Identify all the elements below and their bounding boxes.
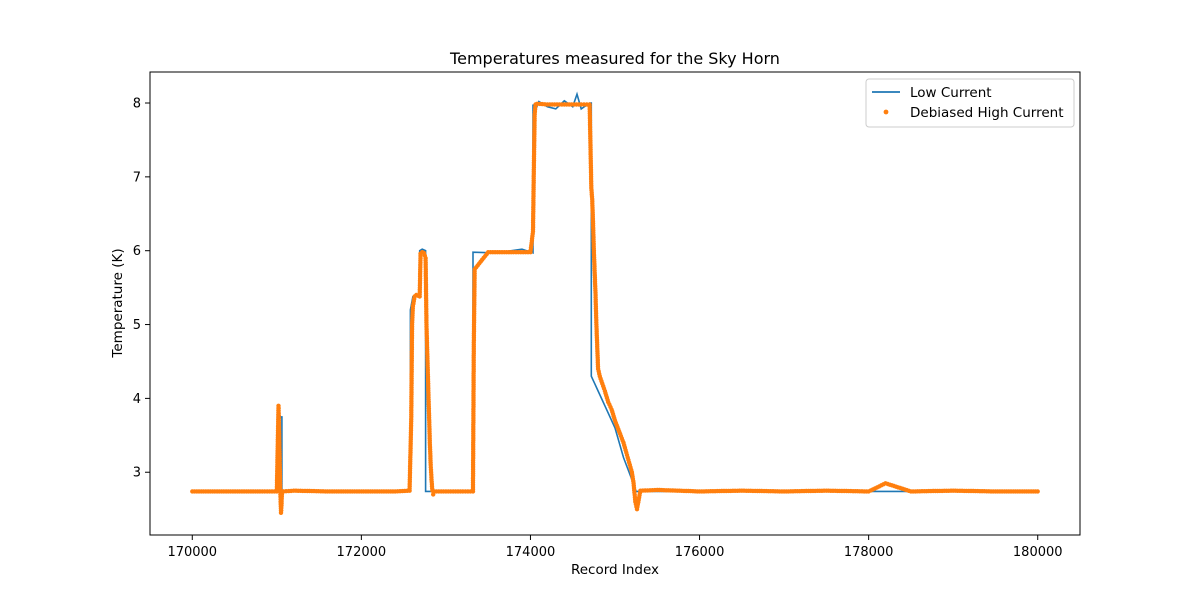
series-line-low-current [192,91,1038,493]
x-axis: 170000 172000 174000 176000 178000 180000 [167,535,1063,560]
x-tick-label: 180000 [1013,545,1063,560]
y-tick-label: 6 [133,244,141,259]
x-tick-label: 170000 [167,545,217,560]
y-axis: 3 4 5 6 7 8 [133,97,150,481]
y-tick-label: 7 [133,170,141,185]
y-tick-label: 5 [133,318,141,333]
x-tick-label: 178000 [844,545,894,560]
y-tick-label: 4 [133,392,141,407]
data-point [1035,489,1040,494]
legend-box [865,78,1075,128]
x-tick-label: 172000 [337,545,387,560]
y-axis-label: Temperature (K) [110,248,126,358]
x-tick-label: 176000 [675,545,725,560]
legend-entry-label: Low Current [910,85,992,101]
legend-entry-label: Debiased High Current [910,105,1064,121]
chart-title: Temperatures measured for the Sky Horn [449,49,780,68]
y-tick-label: 8 [133,97,141,112]
legend-point-swatch [883,109,889,115]
legend: Low Current Debiased High Current [865,78,1075,128]
y-tick-label: 3 [133,466,141,481]
x-tick-label: 174000 [506,545,556,560]
series-points-debiased-high-current [190,101,1040,515]
series-layer [190,91,1040,515]
plot-frame [149,71,1081,536]
x-axis-label: Record Index [571,562,659,578]
